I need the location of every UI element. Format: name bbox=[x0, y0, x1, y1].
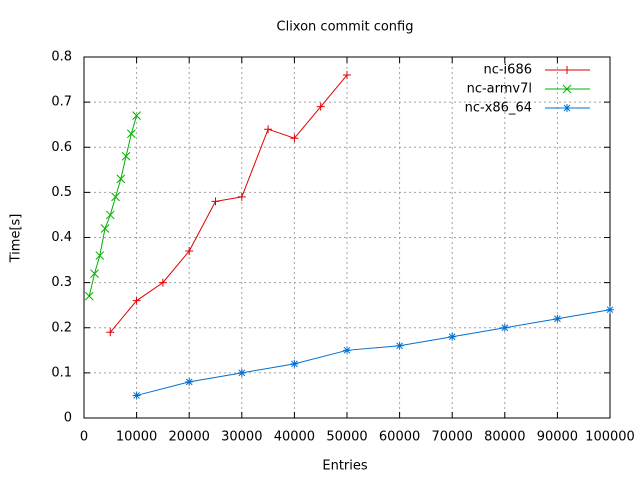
data-point bbox=[448, 332, 457, 341]
data-point bbox=[553, 314, 562, 323]
x-tick-label: 30000 bbox=[221, 430, 262, 445]
data-point bbox=[132, 391, 141, 400]
data-point bbox=[237, 368, 246, 377]
data-point bbox=[105, 210, 115, 220]
y-tick-label: 0.7 bbox=[51, 95, 72, 110]
data-point bbox=[90, 269, 99, 278]
data-point bbox=[606, 305, 614, 314]
data-point bbox=[95, 251, 105, 260]
plot-frame bbox=[83, 56, 611, 419]
x-tick-label: 50000 bbox=[326, 430, 367, 445]
y-tick-label: 0.5 bbox=[51, 185, 72, 200]
y-tick-label: 0.3 bbox=[51, 275, 72, 290]
data-point bbox=[395, 341, 404, 350]
legend-label: nc-armv7l bbox=[467, 82, 532, 97]
x-tick-label: 40000 bbox=[274, 430, 315, 445]
y-tick-label: 0.4 bbox=[51, 230, 72, 245]
data-point bbox=[290, 359, 299, 368]
data-point bbox=[185, 377, 194, 386]
y-tick-label: 0 bbox=[64, 411, 72, 426]
data-point bbox=[132, 296, 141, 305]
data-point bbox=[237, 192, 246, 201]
chart-title: Clixon commit config bbox=[277, 20, 414, 35]
data-point bbox=[290, 134, 299, 143]
data-point bbox=[121, 151, 131, 161]
data-point bbox=[111, 192, 120, 202]
data-point bbox=[106, 328, 115, 337]
data-point bbox=[343, 346, 351, 355]
data-point bbox=[84, 291, 94, 301]
data-point bbox=[132, 111, 141, 121]
series-line bbox=[88, 115, 138, 297]
data-point bbox=[158, 278, 167, 287]
data-point bbox=[316, 102, 325, 111]
x-axis-label: Entries bbox=[322, 459, 368, 474]
legend-marker bbox=[563, 104, 571, 112]
data-point bbox=[100, 224, 110, 233]
x-tick-label: 60000 bbox=[379, 430, 420, 445]
y-tick-label: 0.8 bbox=[51, 50, 72, 65]
y-tick-label: 0.1 bbox=[51, 365, 72, 380]
data-point bbox=[500, 323, 509, 332]
data-point bbox=[264, 125, 273, 134]
legend-marker bbox=[563, 66, 571, 74]
x-tick-label: 20000 bbox=[169, 430, 210, 445]
data-point bbox=[126, 129, 136, 139]
series-line bbox=[109, 74, 348, 333]
x-tick-label: 10000 bbox=[116, 430, 157, 445]
x-tick-label: 90000 bbox=[537, 430, 578, 445]
y-tick-label: 0.6 bbox=[51, 140, 72, 155]
x-tick-label: 100000 bbox=[585, 430, 635, 445]
x-tick-label: 70000 bbox=[432, 430, 473, 445]
data-point bbox=[343, 71, 351, 80]
data-point bbox=[116, 174, 126, 184]
data-point bbox=[185, 247, 194, 256]
legend-label: nc-i686 bbox=[483, 63, 532, 78]
series-line bbox=[136, 309, 611, 396]
y-axis-label: Time[s] bbox=[9, 214, 24, 264]
x-tick-label: 80000 bbox=[484, 430, 525, 445]
y-tick-label: 0.2 bbox=[51, 320, 72, 335]
x-tick-label: 0 bbox=[80, 430, 88, 445]
data-point bbox=[211, 197, 220, 206]
legend-label: nc-x86_64 bbox=[465, 101, 532, 116]
legend-marker bbox=[562, 84, 572, 94]
